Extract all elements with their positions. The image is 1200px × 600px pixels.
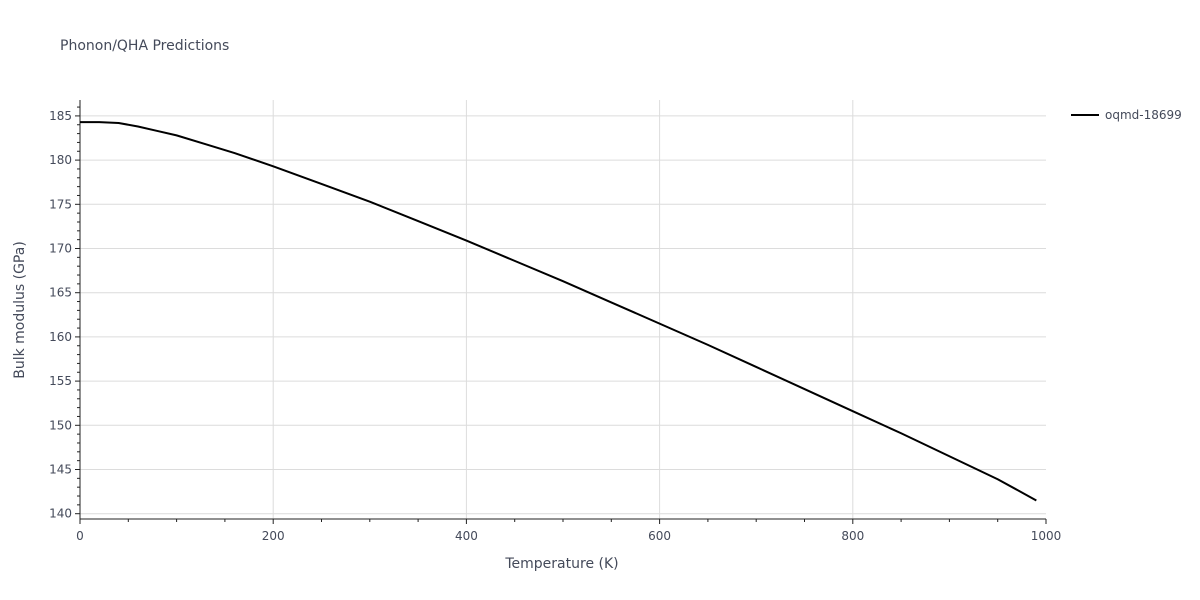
y-tick-label: 185 xyxy=(49,109,72,123)
x-tick-label: 200 xyxy=(262,529,285,543)
legend-label: oqmd-18699 xyxy=(1105,108,1182,122)
x-tick-label: 0 xyxy=(76,529,84,543)
x-axis-title: Temperature (K) xyxy=(504,556,618,572)
y-tick-label: 180 xyxy=(49,153,72,167)
y-tick-label: 150 xyxy=(49,418,72,432)
chart-title: Phonon/QHA Predictions xyxy=(60,38,229,54)
legend-item[interactable]: oqmd-18699 xyxy=(1071,108,1182,122)
tick-labels: 140 145 150 155 160 165 170 175 180 185 0 200 400 600… xyxy=(49,109,1061,543)
y-tick-label: 165 xyxy=(49,286,72,300)
y-tick-label: 145 xyxy=(49,462,72,476)
y-tick-label: 175 xyxy=(49,197,72,211)
y-axis-title: Bulk modulus (GPa) xyxy=(12,241,28,379)
y-tick-label: 170 xyxy=(49,242,72,256)
legend[interactable]: oqmd-18699 xyxy=(1071,108,1182,122)
x-tick-label: 1000 xyxy=(1031,529,1062,543)
x-tick-label: 400 xyxy=(455,529,478,543)
x-tick-label: 800 xyxy=(841,529,864,543)
x-tick-label: 600 xyxy=(648,529,671,543)
y-tick-label: 140 xyxy=(49,507,72,521)
y-tick-label: 155 xyxy=(49,374,72,388)
series-layer xyxy=(80,121,1037,502)
series-line-oqmd-18699 xyxy=(80,121,1037,502)
axes xyxy=(75,100,1047,524)
grid xyxy=(80,100,1046,519)
y-tick-label: 160 xyxy=(49,330,72,344)
